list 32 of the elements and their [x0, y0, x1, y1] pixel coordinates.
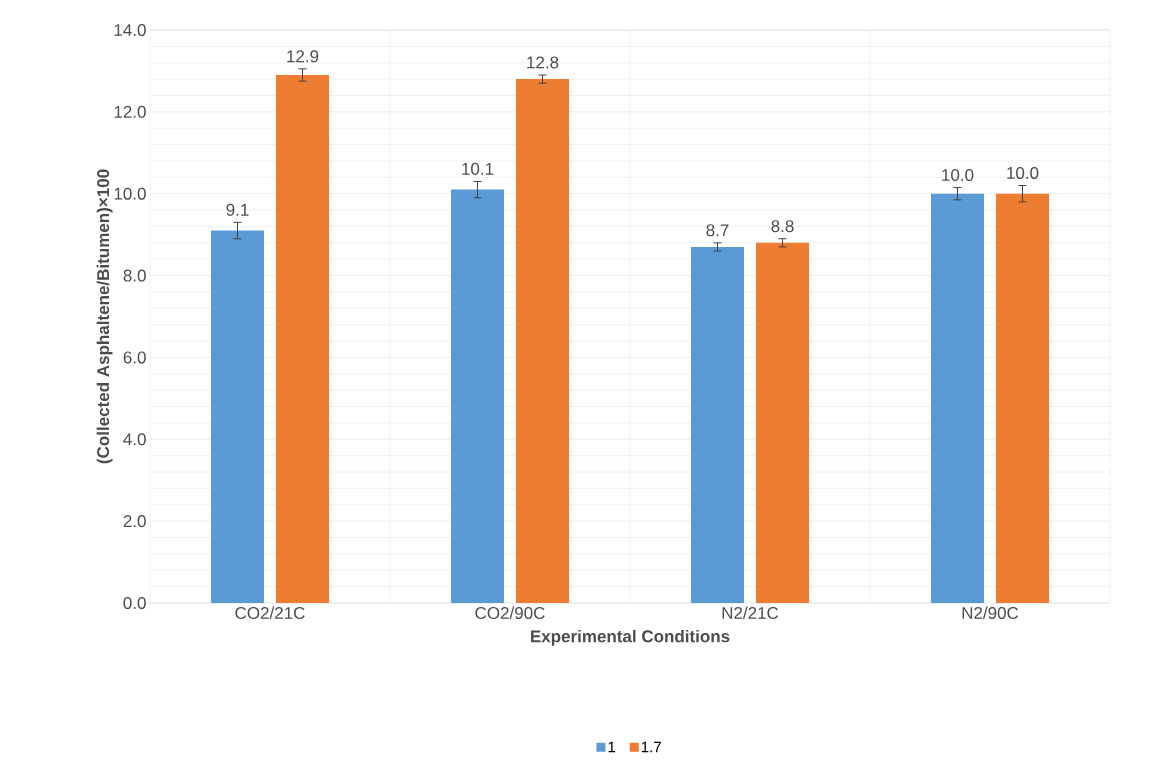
data-label: 12.9: [287, 50, 319, 63]
bar: [691, 246, 744, 603]
bar: [451, 189, 505, 603]
y-tick-label: 10.0: [114, 187, 146, 200]
y-tick-label: 2.0: [123, 515, 146, 528]
x-tick-label: CO2/21C: [235, 606, 305, 620]
data-label: 8.8: [771, 220, 794, 233]
bar: [211, 230, 265, 603]
x-axis-title: Experimental Conditions: [531, 629, 730, 646]
y-tick-label: 0.0: [123, 596, 146, 610]
x-tick-label: CO2/90C: [475, 606, 545, 620]
legend-label: 1.7: [641, 741, 661, 753]
y-tick-label: 6.0: [123, 351, 146, 364]
bar: [516, 79, 570, 603]
x-tick-label: N2/21C: [722, 606, 779, 620]
y-axis-title: (Collected Asphaltene/Bitumen)×100: [96, 169, 113, 464]
y-tick-label: 4.0: [123, 433, 146, 446]
data-label: 10.1: [462, 162, 494, 175]
bar: [931, 193, 984, 603]
data-label: 8.7: [706, 224, 729, 237]
x-tick-label: N2/90C: [962, 606, 1019, 620]
bar: [756, 242, 809, 603]
legend-label: 1: [608, 741, 616, 753]
data-label: 9.1: [226, 203, 249, 216]
data-label: 10.0: [1007, 166, 1039, 179]
data-label: 12.8: [527, 56, 559, 69]
bar: [996, 193, 1049, 603]
y-tick-label: 12.0: [114, 105, 146, 118]
data-label: 10.0: [942, 168, 974, 182]
y-tick-label: 14.0: [114, 23, 146, 37]
bar: [276, 75, 330, 603]
y-tick-label: 8.0: [123, 269, 146, 282]
